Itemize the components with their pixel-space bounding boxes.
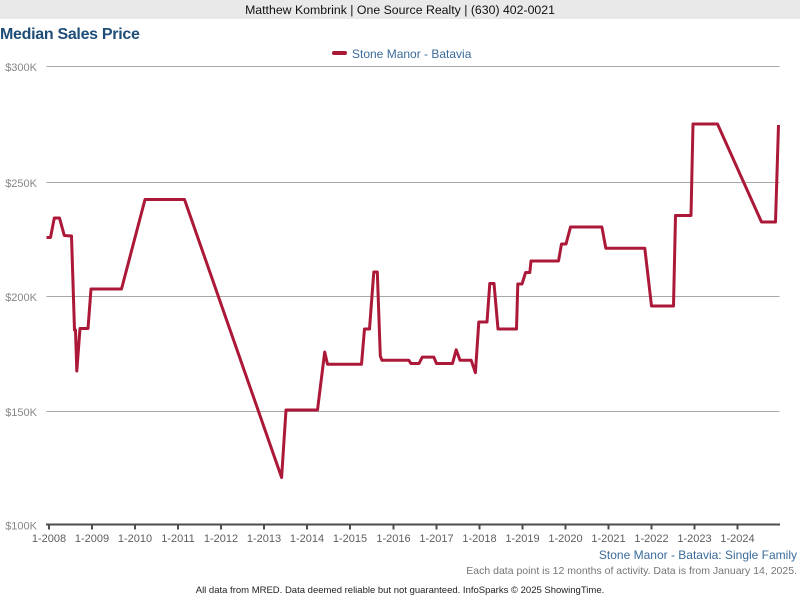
svg-text:1-2009: 1-2009 bbox=[75, 533, 109, 545]
svg-text:1-2021: 1-2021 bbox=[591, 533, 625, 545]
svg-text:$100K: $100K bbox=[5, 520, 37, 532]
svg-text:1-2023: 1-2023 bbox=[677, 533, 711, 545]
svg-text:$150K: $150K bbox=[5, 407, 37, 419]
svg-text:1-2010: 1-2010 bbox=[118, 533, 152, 545]
svg-text:1-2012: 1-2012 bbox=[204, 533, 238, 545]
svg-text:$200K: $200K bbox=[5, 292, 37, 304]
svg-text:1-2013: 1-2013 bbox=[247, 533, 281, 545]
svg-text:1-2018: 1-2018 bbox=[462, 533, 496, 545]
svg-text:1-2016: 1-2016 bbox=[376, 533, 410, 545]
svg-text:1-2015: 1-2015 bbox=[333, 533, 367, 545]
svg-text:1-2022: 1-2022 bbox=[634, 533, 668, 545]
svg-text:1-2020: 1-2020 bbox=[548, 533, 582, 545]
svg-text:1-2011: 1-2011 bbox=[161, 533, 194, 545]
svg-text:1-2014: 1-2014 bbox=[290, 533, 324, 545]
svg-text:1-2024: 1-2024 bbox=[720, 533, 754, 545]
svg-text:1-2019: 1-2019 bbox=[505, 533, 539, 545]
svg-text:1-2008: 1-2008 bbox=[32, 533, 66, 545]
svg-text:$300K: $300K bbox=[5, 62, 37, 74]
svg-text:1-2017: 1-2017 bbox=[419, 533, 453, 545]
svg-text:$250K: $250K bbox=[5, 178, 37, 190]
